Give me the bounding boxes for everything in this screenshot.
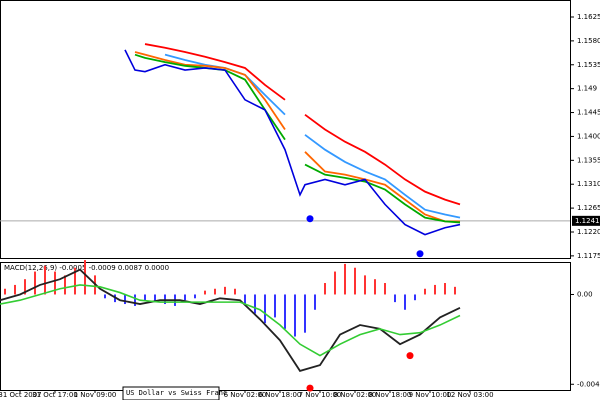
x-tick-label: 6 Nov 18:00 (259, 391, 302, 399)
y-tick-label: 1.1580 (577, 37, 600, 45)
x-tick-label: 8 Nov 02:00 (334, 391, 377, 399)
histogram-bar (444, 283, 446, 295)
histogram-bar (284, 294, 286, 329)
x-tick-label: 9 Nov 10:00 (409, 391, 452, 399)
macd-title: MACD(12,26,9) -0.0005 -0.0009 0.0087 0.0… (4, 264, 169, 272)
tooltip-box (122, 386, 220, 400)
x-tick-label: 8 Nov 18:00 (369, 391, 412, 399)
histogram-bar (324, 283, 326, 295)
histogram-bar (34, 271, 36, 295)
histogram-bar (84, 260, 86, 295)
y-tick-label: 1.1400 (577, 132, 600, 140)
series-line (0, 268, 461, 372)
x-tick-label: 31 Oct 2007 (0, 391, 42, 399)
histogram-bar (364, 275, 366, 295)
histogram-bar (334, 271, 336, 295)
histogram-bar (434, 284, 436, 295)
y-tick-label: 1.149 (577, 85, 597, 93)
histogram-bar (454, 286, 456, 295)
histogram-bar (304, 294, 306, 333)
plot-layer: 1.1625 1.1580 1.1535 1.149 1.1445 1.1400 1.135… (0, 13, 600, 399)
histogram-bar (374, 279, 376, 295)
histogram-bar (424, 288, 426, 295)
histogram-bar (414, 294, 416, 301)
histogram-bar (14, 284, 16, 295)
series-line (304, 113, 461, 206)
series-line (304, 134, 461, 219)
histogram-bar (104, 294, 106, 299)
signal-dot (406, 352, 414, 360)
price-panel (0, 0, 571, 259)
histogram-bar (344, 263, 346, 295)
y-tick-label: 1.1445 (577, 109, 600, 117)
series-line (0, 284, 461, 357)
histogram-bar (314, 294, 316, 310)
x-tick-label: 31 Oct 17:00 (32, 391, 78, 399)
histogram-bar (254, 294, 256, 314)
signal-dot (306, 384, 314, 392)
tooltip: US Dollar vs Swiss Franc (126, 389, 227, 397)
histogram-bar (44, 265, 46, 295)
histogram-bar (4, 288, 6, 295)
y-tick-label: 1.1175 (577, 252, 600, 260)
series-line (304, 163, 461, 224)
histogram-bar (164, 294, 166, 305)
histogram-bar (294, 294, 296, 337)
histogram-bar (224, 286, 226, 295)
histogram-bar (204, 290, 206, 295)
y-tick-label: 0.00 (577, 290, 593, 298)
current-price-label: 1.1241 (575, 217, 600, 225)
x-tick-label: 12 Nov 03:00 (446, 391, 493, 399)
y-tick-label: -0.0047 (577, 380, 600, 388)
histogram-bar (24, 279, 26, 295)
x-tick-label: 7 Nov 10:00 (299, 391, 342, 399)
y-tick-label: 1.1310 (577, 180, 600, 188)
histogram-bar (214, 288, 216, 295)
histogram-bar (404, 294, 406, 310)
y-tick-label: 1.1355 (577, 156, 600, 164)
histogram-bar (64, 275, 66, 295)
histogram-bar (354, 267, 356, 295)
current-price-box (572, 215, 600, 226)
histogram-bar (154, 294, 156, 303)
histogram-bar (264, 294, 266, 324)
y-tick-label: 1.1625 (577, 13, 600, 21)
histogram-bar (244, 294, 246, 305)
histogram-bar (194, 294, 196, 299)
histogram-bar (184, 294, 186, 301)
signal-dot (416, 250, 424, 258)
histogram-bar (54, 271, 56, 295)
histogram-bar (394, 294, 396, 303)
series-line (134, 51, 286, 131)
x-tick-label: 1 Nov 09:00 (74, 391, 117, 399)
histogram-bar (124, 294, 126, 305)
x-tick-label: 6 Nov 02:00 (224, 391, 267, 399)
histogram-bar (144, 294, 146, 301)
histogram-bar (134, 294, 136, 306)
series-line (144, 43, 286, 101)
histogram-bar (234, 288, 236, 295)
histogram-bar (274, 294, 276, 318)
series-line (124, 49, 461, 236)
series-line (304, 151, 460, 223)
histogram-bar (384, 283, 386, 295)
histogram-bar (74, 267, 76, 295)
y-tick-label: 1.1265 (577, 204, 600, 212)
y-tick-label: 1.1535 (577, 61, 600, 69)
signal-dot (306, 215, 314, 223)
y-tick-label: 1.1220 (577, 228, 600, 236)
